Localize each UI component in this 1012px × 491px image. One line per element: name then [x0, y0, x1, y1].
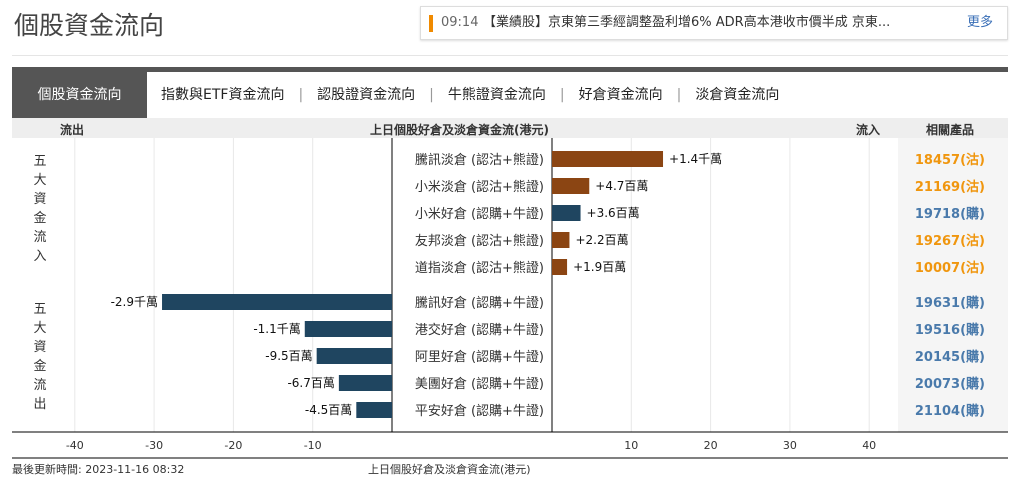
bar [552, 259, 568, 275]
tick-label: 40 [862, 439, 876, 452]
tab-index-etf-flow[interactable]: 指數與ETF資金流向 [161, 87, 285, 103]
item-label: 美團好倉 (認購+牛證) [415, 376, 544, 392]
tab-cbbc-flow[interactable]: 牛熊證資金流向 [447, 87, 546, 103]
news-ticker[interactable]: 09:14 【業績股】京東第三季經調整盈利增6% ADR高本港收市價半成 京東.… [420, 6, 1008, 40]
tab-bull-flow[interactable]: 好倉資金流向 [578, 87, 663, 103]
tab-stock-flow[interactable]: 個股資金流向 [12, 72, 147, 118]
related-product-link[interactable]: 19516(購) [915, 322, 985, 338]
bar [316, 348, 392, 364]
tab-strip [12, 67, 1008, 72]
tick-label: 10 [624, 439, 638, 452]
bar [356, 402, 392, 418]
tick-label: -40 [66, 439, 84, 452]
tab-divider: | [298, 87, 304, 103]
related-product-link[interactable]: 20073(購) [915, 376, 985, 392]
item-label: 平安好倉 (認購+牛證) [415, 403, 544, 419]
related-product-link[interactable]: 19718(購) [915, 206, 985, 222]
last-updated: 最後更新時間: 2023-11-16 08:32 [12, 463, 185, 476]
data-label: +2.2百萬 [575, 233, 628, 247]
ticker-marker [429, 15, 433, 32]
ticker-time: 09:14 [441, 15, 479, 30]
data-label: -4.5百萬 [305, 403, 352, 417]
page-title: 個股資金流向 [14, 11, 165, 40]
related-product-link[interactable]: 19631(購) [915, 295, 985, 311]
data-label: +3.6百萬 [587, 206, 640, 220]
bar [552, 232, 570, 248]
item-label: 小米淡倉 (認沽+熊證) [415, 179, 544, 195]
data-label: -6.7百萬 [287, 376, 334, 390]
related-product-link[interactable]: 10007(沽) [915, 260, 985, 276]
data-label: -1.1千萬 [253, 322, 300, 336]
bar [552, 178, 590, 194]
item-label: 友邦淡倉 (認沽+熊證) [415, 233, 544, 249]
bar [552, 205, 581, 221]
related-product-link[interactable]: 21169(沽) [915, 179, 985, 195]
related-product-link[interactable]: 20145(購) [915, 349, 985, 365]
header-title: 上日個股好倉及淡倉資金流(港元) [370, 123, 549, 137]
tab-divider: | [559, 87, 565, 103]
related-product-link[interactable]: 19267(沽) [915, 233, 985, 249]
tab-divider: | [429, 87, 434, 103]
table-header: 流出 上日個股好倉及淡倉資金流(港元) 流入 相關產品 [12, 118, 1008, 138]
data-label: +4.7百萬 [595, 179, 648, 193]
related-product-link[interactable]: 21104(購) [915, 403, 985, 419]
item-label: 阿里好倉 (認購+牛證) [415, 349, 544, 365]
bar [304, 321, 392, 337]
bar [162, 294, 392, 310]
related-products-column [898, 138, 1008, 432]
tick-label: 30 [783, 439, 797, 452]
data-label: -2.9千萬 [111, 295, 158, 309]
header-outflow: 流出 [60, 123, 85, 137]
header-inflow: 流入 [856, 123, 881, 137]
more-link[interactable]: 更多 [967, 15, 994, 30]
data-label: -9.5百萬 [265, 349, 312, 363]
item-label: 騰訊淡倉 (認沽+熊證) [415, 152, 544, 168]
tick-label: 20 [704, 439, 718, 452]
item-label: 小米好倉 (認購+牛證) [415, 206, 544, 222]
tick-label: -10 [304, 439, 322, 452]
item-label: 道指淡倉 (認沽+熊證) [415, 260, 544, 276]
divider [12, 55, 1008, 56]
related-product-link[interactable]: 18457(沽) [915, 152, 985, 168]
data-label: +1.9百萬 [573, 260, 626, 274]
tick-label: -30 [145, 439, 163, 452]
group-label-inflow: 五大資金流入 [33, 154, 47, 264]
tab-bar: 個股資金流向 指數與ETF資金流向 | 認股證資金流向 | 牛熊證資金流向 | … [12, 72, 1008, 118]
data-label: +1.4千萬 [669, 152, 722, 166]
item-label: 港交好倉 (認購+牛證) [415, 322, 544, 338]
tab-divider: | [676, 87, 682, 103]
header-related: 相關產品 [926, 123, 975, 137]
footer-title: 上日個股好倉及淡倉資金流(港元) [368, 463, 531, 476]
tab-bear-flow[interactable]: 淡倉資金流向 [695, 87, 780, 103]
tab-warrant-flow[interactable]: 認股證資金流向 [317, 87, 416, 103]
tick-label: -20 [224, 439, 242, 452]
bar [338, 375, 392, 391]
item-label: 騰訊好倉 (認購+牛證) [415, 295, 544, 311]
bar [552, 151, 664, 167]
group-label-outflow: 五大資金流出 [33, 302, 47, 412]
